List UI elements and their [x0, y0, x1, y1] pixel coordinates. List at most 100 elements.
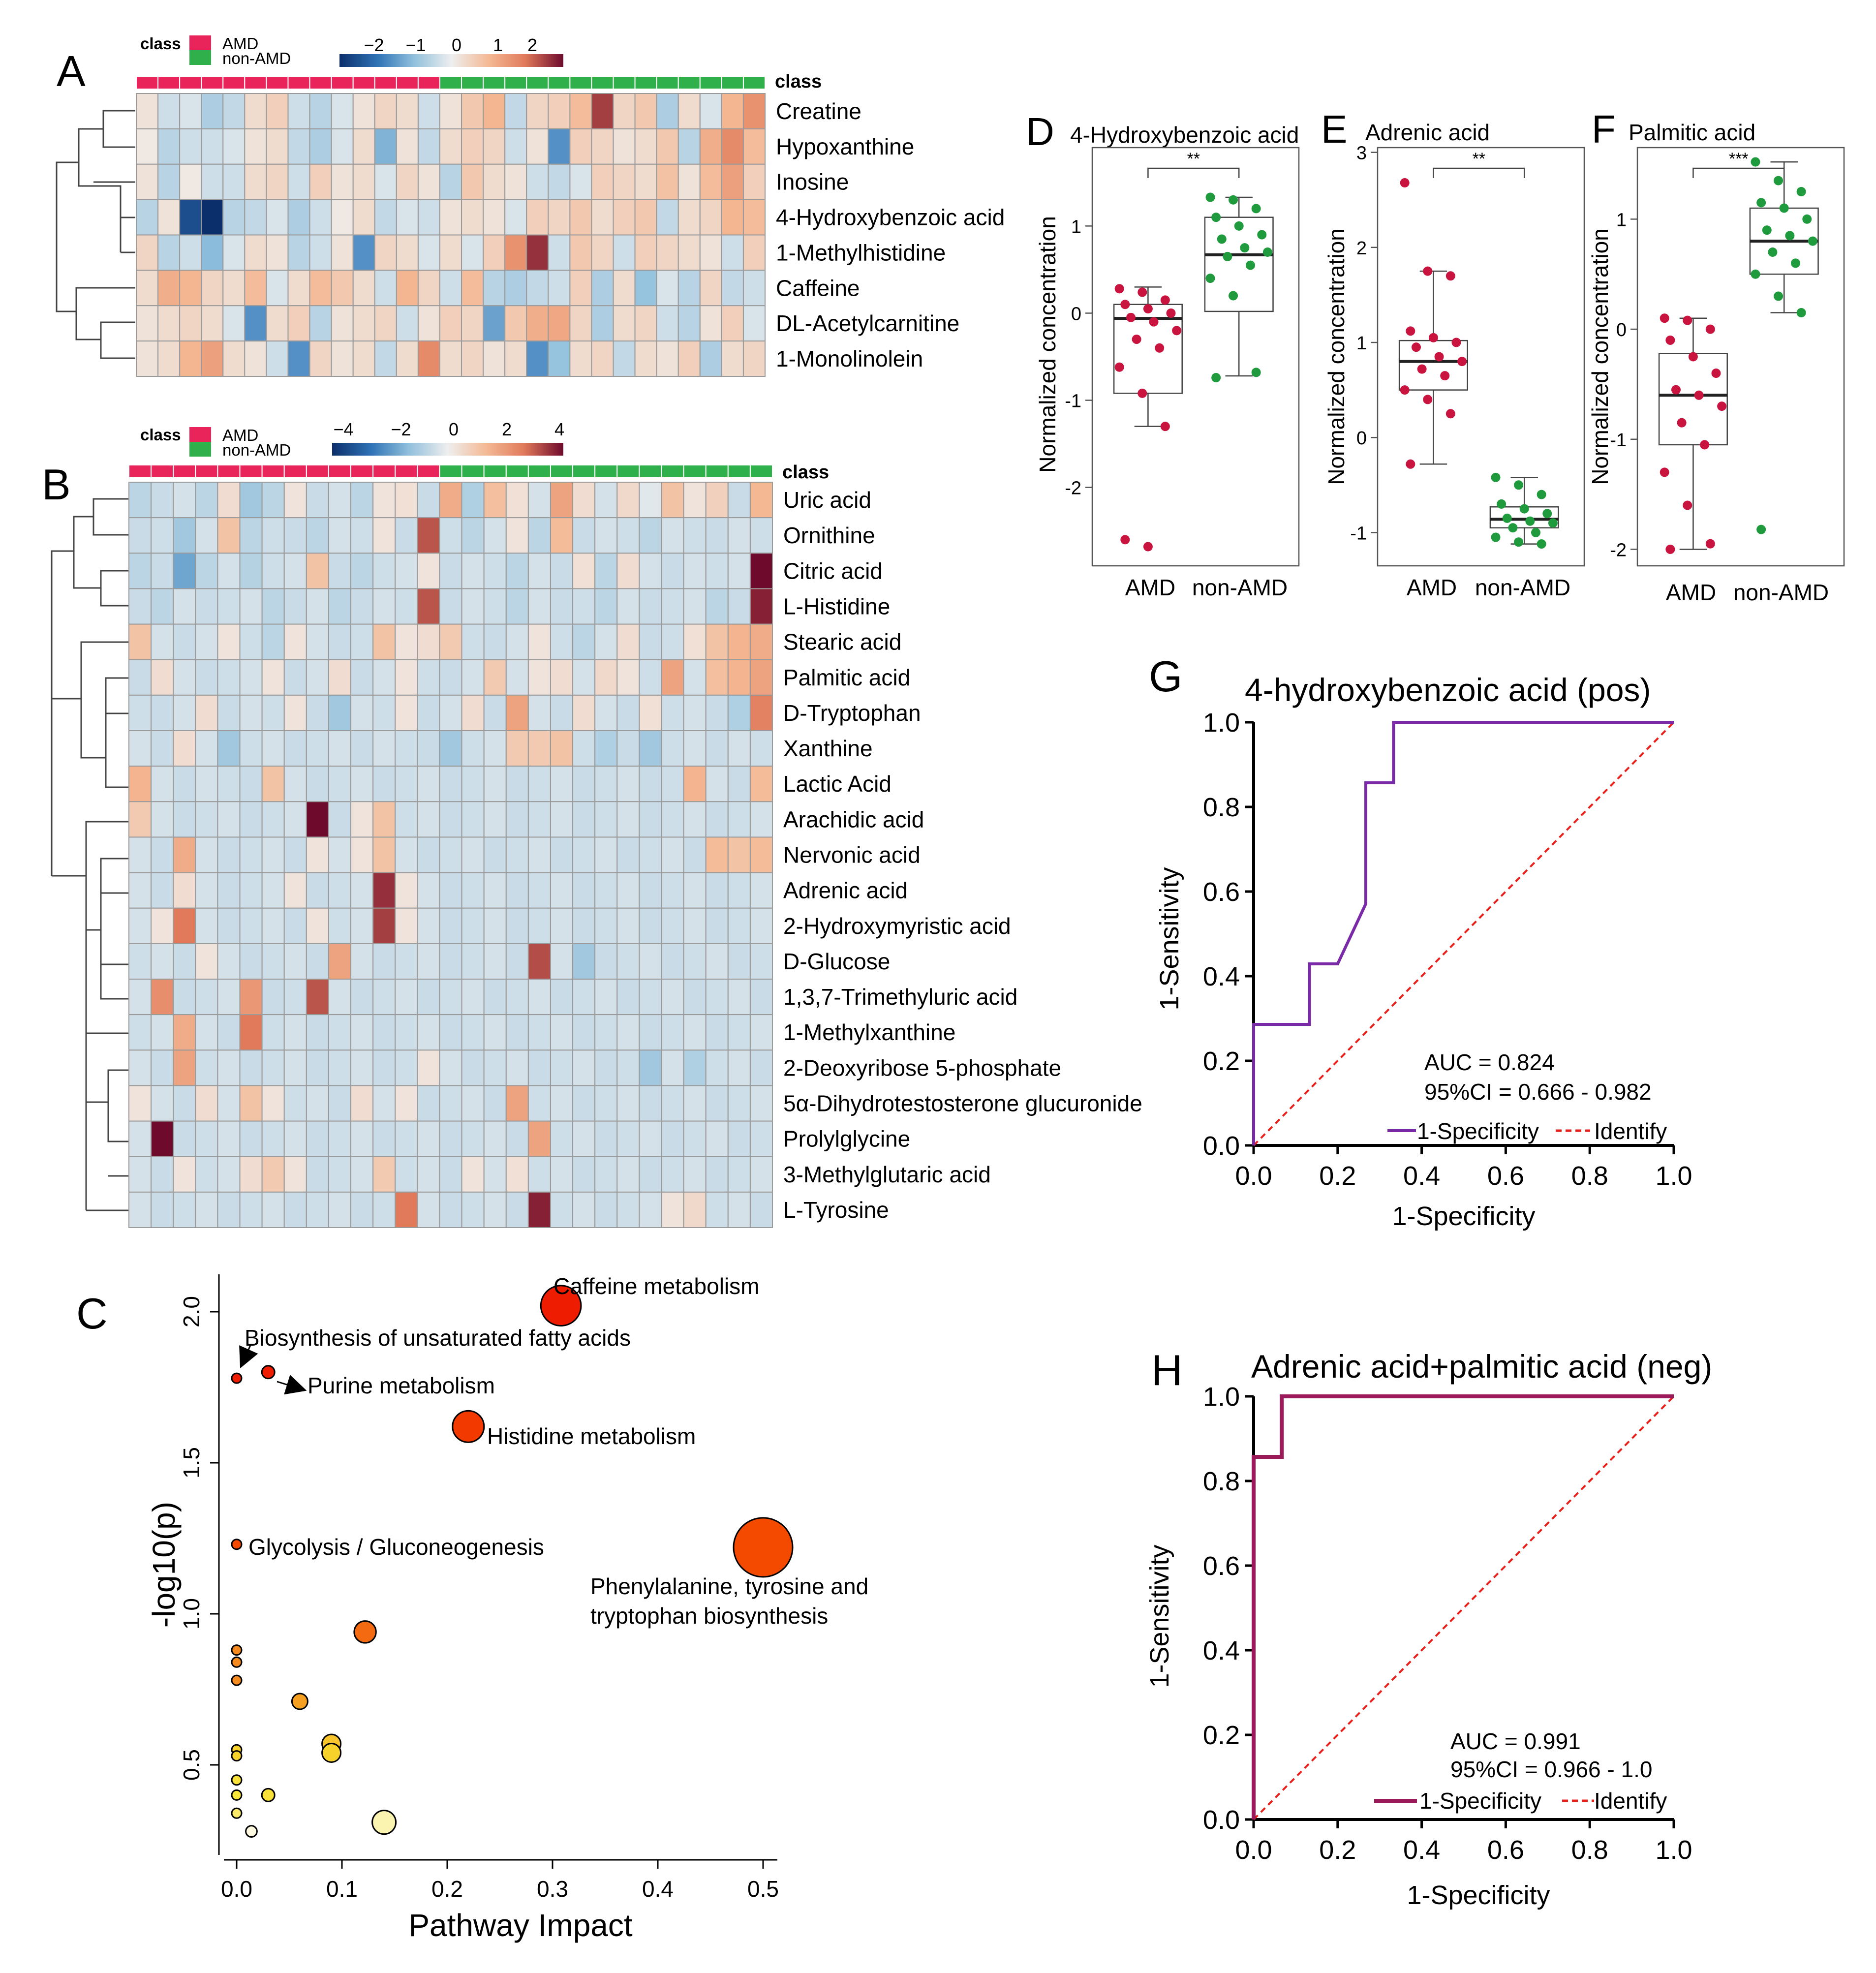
heatmap-cell: [727, 979, 751, 1016]
heatmap-cell: [306, 801, 329, 838]
heatmap-cell: [217, 836, 241, 873]
heatmap-cell: [350, 801, 374, 838]
heatmap-cell: [749, 553, 773, 589]
heatmap-cell: [283, 1156, 307, 1193]
heatmap-cell: [591, 93, 614, 129]
heatmap-cell: [594, 1085, 618, 1122]
pathway-point: [321, 1742, 342, 1763]
panel-c: C 0.0 0.1 0.2 0.3 0.4 0.5 0.5 1.0 1.5 2.0 Pathway…: [76, 1273, 868, 1943]
significance-bracket: [1147, 167, 1240, 178]
heatmap-cell: [461, 234, 484, 271]
pathway-point: [231, 1750, 243, 1762]
heatmap-cell: [634, 270, 657, 307]
heatmap-cell: [151, 482, 174, 519]
heatmap-cell: [157, 199, 181, 236]
heatmap-cell: [396, 234, 419, 271]
heatmap-cell: [395, 1049, 418, 1086]
heatmap-cell: [526, 93, 549, 129]
label-phenylalanine-line-1: Phenylalanine, tyrosine and: [590, 1573, 868, 1599]
heatmap-cell: [266, 270, 289, 307]
y-axis-label-g: 1-Sensitivity: [1155, 867, 1184, 1010]
heatmap-cell: [527, 482, 551, 519]
x-tick-label-c: 0.2: [431, 1876, 463, 1902]
heatmap-cell: [328, 694, 352, 732]
heatmap-cell: [461, 659, 485, 696]
heatmap-cell: [136, 340, 159, 377]
heatmap-cell: [372, 943, 396, 980]
heatmap-cell: [239, 836, 263, 873]
heatmap-cell: [749, 872, 773, 909]
heatmap-cell: [439, 1085, 462, 1122]
heatmap-cell: [661, 730, 684, 767]
heatmap-cell: [572, 482, 596, 519]
heatmap-cell: [705, 1014, 729, 1051]
significance-bracket: [1692, 167, 1785, 178]
heatmap-cell: [195, 1191, 218, 1229]
panel-letter-e: E: [1321, 107, 1347, 151]
heatmap-cell: [372, 1120, 396, 1157]
heatmap-cell: [742, 199, 766, 236]
boxplot-d: -2 -1 0 1 **: [1065, 150, 1274, 552]
heatmap-cell: [656, 340, 679, 377]
heatmap-cell: [195, 553, 218, 589]
class-cell: [505, 464, 529, 478]
heatmap-cell: [261, 1191, 285, 1229]
heatmap-cell: [572, 553, 596, 589]
heatmap-cell: [683, 730, 707, 767]
class-cell: [350, 464, 374, 478]
heatmap-cell: [749, 588, 773, 625]
heatmap-cell: [505, 1120, 529, 1157]
heatmap-cell: [395, 1085, 418, 1122]
heatmap-cell: [151, 872, 174, 909]
heatmap-cell: [283, 482, 307, 519]
heatmap-cell: [173, 1085, 196, 1122]
heatmap-cell: [483, 623, 507, 660]
heatmap-cell: [244, 199, 267, 236]
heatmap-cell: [705, 766, 729, 802]
y-tick-label-c: 2.0: [179, 1296, 204, 1327]
heatmap-cell: [439, 482, 462, 519]
heatmap-cell: [417, 553, 440, 589]
heatmap-cell: [683, 623, 707, 660]
colorscale-tick-a: 0: [452, 35, 461, 55]
heatmap-cell: [173, 872, 196, 909]
heatmap-cell: [179, 234, 202, 271]
heatmap-cell: [128, 1085, 152, 1122]
heatmap-cell: [374, 163, 397, 200]
heatmap-cell: [505, 979, 529, 1016]
data-point: [1205, 192, 1215, 202]
heatmap-cell: [128, 553, 152, 589]
heatmap-cell: [594, 517, 618, 554]
heatmap-cell: [128, 943, 152, 980]
heatmap-cell: [749, 517, 773, 554]
heatmap-cell: [417, 1049, 440, 1086]
heatmap-cell: [217, 517, 241, 554]
legend-identify-label-g: Identify: [1594, 1118, 1667, 1144]
heatmap-cell: [283, 1014, 307, 1051]
heatmap-cell: [350, 1120, 374, 1157]
heatmap-cell: [461, 943, 485, 980]
heatmap-cell: [616, 730, 640, 767]
heatmap-cell: [374, 234, 397, 271]
heatmap-cell: [328, 482, 352, 519]
heatmap-cell: [239, 553, 263, 589]
heatmap-cell: [195, 1156, 218, 1193]
y-tick-label: 0.0: [1203, 1131, 1240, 1161]
heatmap-cell: [195, 943, 218, 980]
heatmap-cell: [239, 588, 263, 625]
heatmap-cell: [483, 801, 507, 838]
heatmap-cell: [683, 1120, 707, 1157]
x-label-amd-f: AMD: [1666, 580, 1716, 605]
heatmap-cell: [261, 766, 285, 802]
heatmap-cell: [634, 128, 657, 165]
heatmap-cell: [157, 234, 181, 271]
heatmap-cell: [309, 305, 332, 342]
heatmap-cell: [683, 553, 707, 589]
heatmap-cell: [352, 270, 375, 307]
heatmap-cell: [439, 128, 462, 165]
heatmap-cell: [287, 199, 310, 236]
heatmap-cell: [572, 872, 596, 909]
heatmap-cell: [128, 694, 152, 732]
heatmap-cell: [217, 1156, 241, 1193]
heatmap-cell: [727, 836, 751, 873]
